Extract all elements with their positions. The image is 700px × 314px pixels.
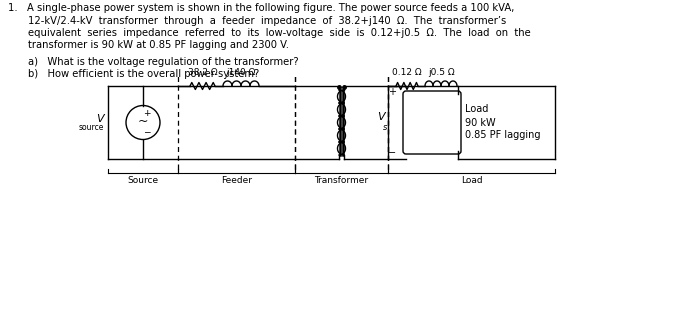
Text: transformer is 90 kW at 0.85 PF lagging and 2300 V.: transformer is 90 kW at 0.85 PF lagging … bbox=[28, 41, 289, 51]
Text: s: s bbox=[383, 123, 387, 132]
Text: b)   How efficient is the overall power system?: b) How efficient is the overall power sy… bbox=[28, 69, 259, 79]
Text: Load: Load bbox=[465, 105, 489, 115]
Text: Source: Source bbox=[127, 176, 159, 185]
Text: source: source bbox=[78, 123, 104, 132]
Text: Transformer: Transformer bbox=[314, 176, 369, 185]
Text: j140 Ω: j140 Ω bbox=[226, 68, 255, 77]
Text: j0.5 Ω: j0.5 Ω bbox=[428, 68, 454, 77]
Text: Load: Load bbox=[461, 176, 482, 185]
Text: V: V bbox=[377, 112, 385, 122]
Text: 1.   A single-phase power system is shown in the following figure. The power sou: 1. A single-phase power system is shown … bbox=[8, 3, 514, 13]
Text: −: − bbox=[388, 148, 396, 158]
Text: +: + bbox=[388, 87, 396, 97]
Text: 0.85 PF lagging: 0.85 PF lagging bbox=[465, 131, 540, 140]
Text: 12-kV/2.4-kV  transformer  through  a  feeder  impedance  of  38.2+j140  Ω.  The: 12-kV/2.4-kV transformer through a feede… bbox=[28, 15, 506, 25]
Text: 90 kW: 90 kW bbox=[465, 117, 496, 127]
Text: ~: ~ bbox=[138, 115, 148, 128]
Text: a)   What is the voltage regulation of the transformer?: a) What is the voltage regulation of the… bbox=[28, 57, 299, 67]
Text: −: − bbox=[144, 127, 150, 136]
Text: +: + bbox=[144, 109, 150, 118]
Text: Feeder: Feeder bbox=[221, 176, 252, 185]
Text: V: V bbox=[97, 115, 104, 124]
Text: 38.2 Ω: 38.2 Ω bbox=[188, 68, 217, 77]
FancyBboxPatch shape bbox=[403, 91, 461, 154]
Text: equivalent  series  impedance  referred  to  its  low-voltage  side  is  0.12+j0: equivalent series impedance referred to … bbox=[28, 28, 531, 38]
Text: 0.12 Ω: 0.12 Ω bbox=[392, 68, 422, 77]
